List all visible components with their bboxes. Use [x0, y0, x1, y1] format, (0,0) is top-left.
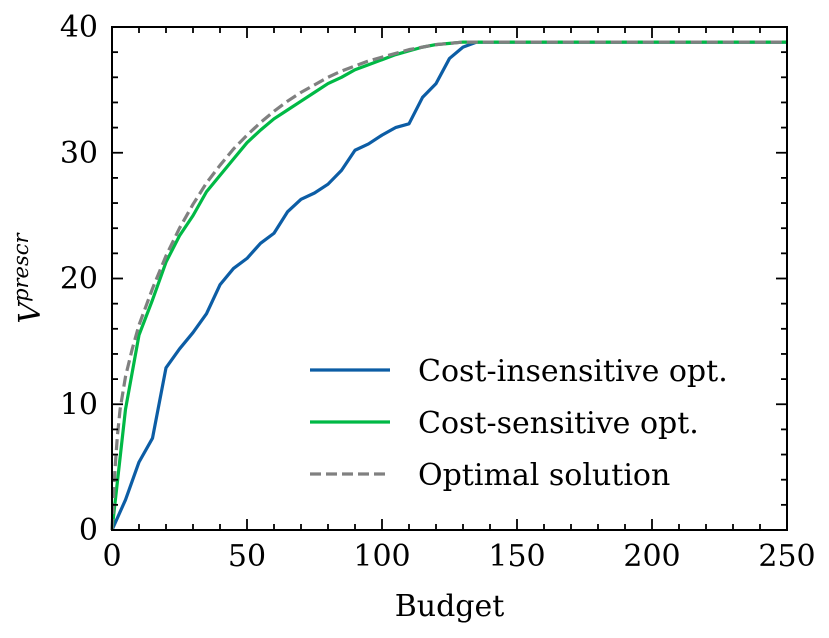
- tick-labels: 0 50 100 150 200 250 0 10 20 30 40: [60, 10, 816, 574]
- x-tick-label: 150: [488, 539, 545, 574]
- axis-ticks: [112, 27, 787, 530]
- y-tick-label: 10: [60, 387, 98, 422]
- series-line-cost-sensitive-opt: [110, 40, 787, 531]
- x-tick-label: 50: [228, 539, 266, 574]
- series-line-cost-insensitive-opt: [110, 40, 787, 531]
- x-tick-label: 0: [102, 539, 121, 574]
- y-tick-label: 30: [60, 136, 98, 171]
- y-tick-label: 20: [60, 262, 98, 297]
- x-tick-label: 250: [758, 539, 815, 574]
- y-tick-label: 40: [60, 10, 98, 45]
- y-axis-label-base: V: [13, 299, 48, 324]
- y-axis-label-superscript: prescr: [9, 231, 33, 301]
- legend: Cost-insensitive opt. Cost-sensitive opt.…: [310, 354, 728, 493]
- legend-label: Cost-insensitive opt.: [418, 354, 728, 389]
- series-lines: [110, 40, 787, 531]
- legend-label: Optimal solution: [418, 458, 670, 493]
- y-axis-label: Vprescr: [9, 231, 48, 323]
- x-axis-label: Budget: [395, 589, 505, 624]
- x-tick-label: 200: [623, 539, 680, 574]
- legend-label: Cost-sensitive opt.: [418, 406, 699, 441]
- series-line-optimal-solution: [110, 40, 787, 531]
- x-tick-label: 100: [353, 539, 410, 574]
- plot-frame: [111, 26, 788, 531]
- y-tick-label: 0: [79, 513, 98, 548]
